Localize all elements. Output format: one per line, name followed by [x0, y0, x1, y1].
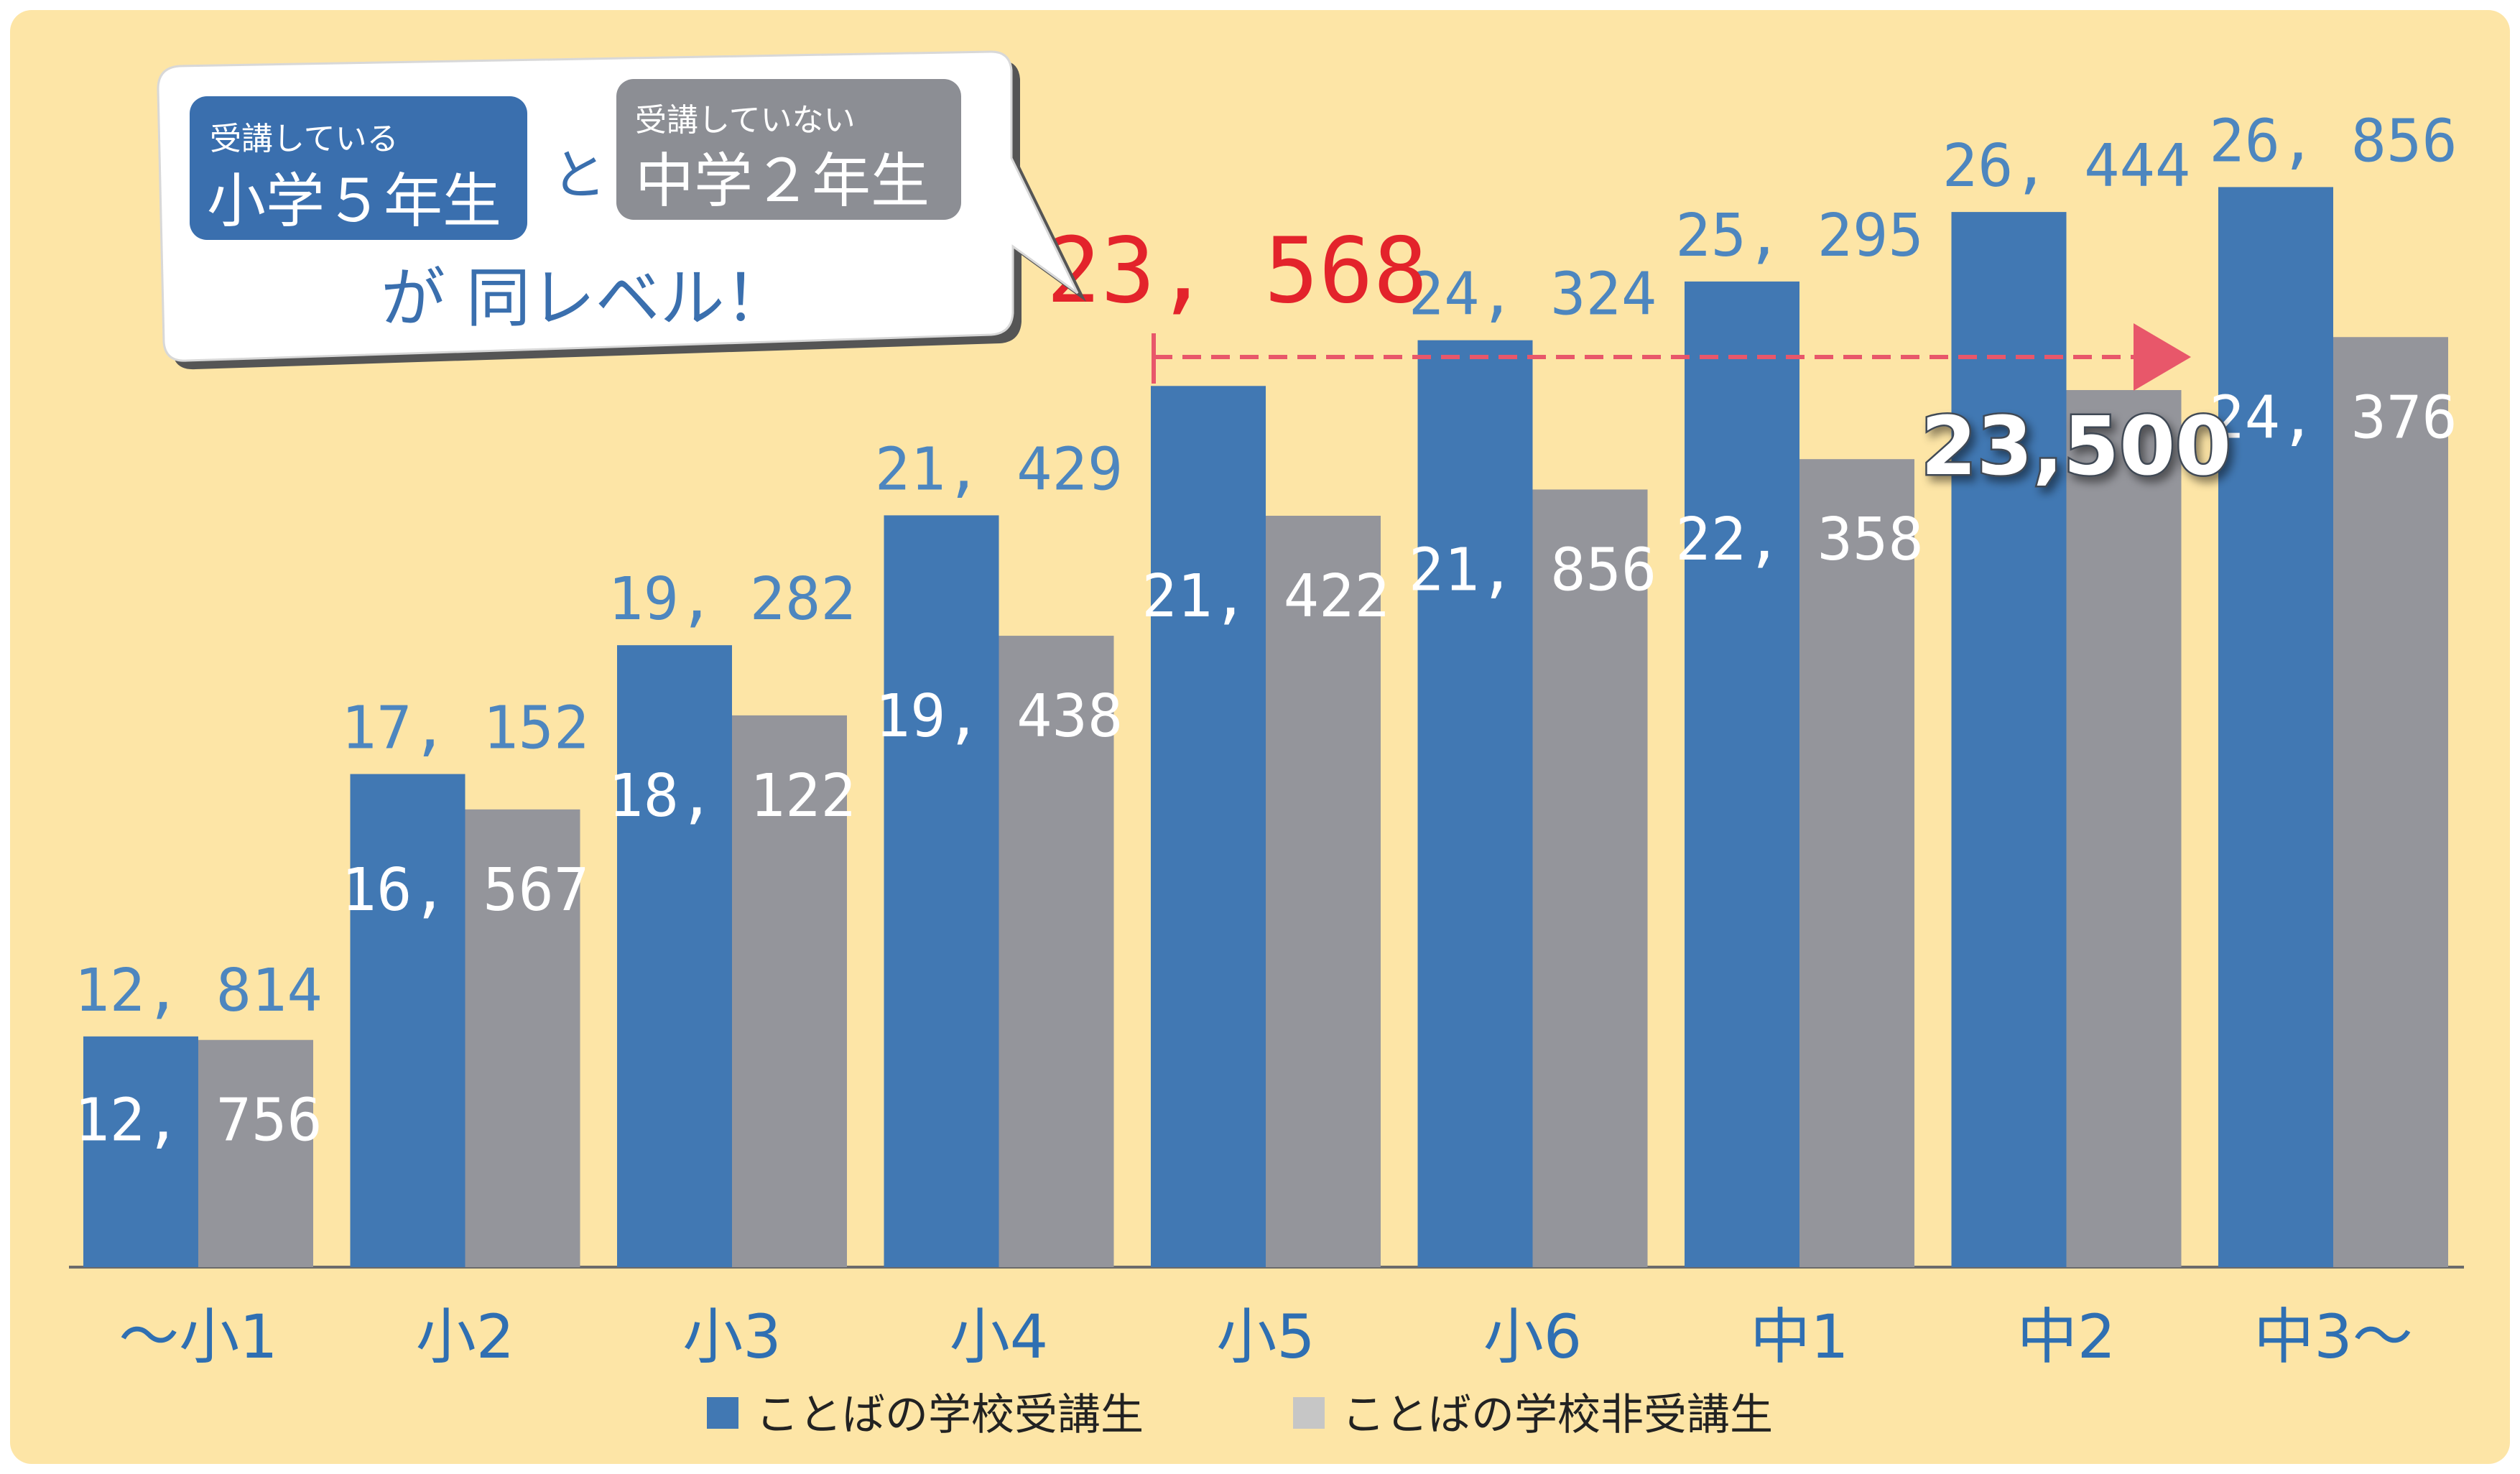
- value-label-blue-0: 12, 814: [74, 957, 323, 1025]
- bar-gray-4: [1266, 516, 1381, 1267]
- legend: ことばの学校受講生 ことばの学校非受講生: [707, 1390, 1773, 1440]
- legend-label-blue: ことばの学校受講生: [756, 1390, 1144, 1440]
- callout-bubble: 受講している 小学５年生 と 受講していない 中学２年生 が 同レベル！: [157, 50, 1086, 370]
- bar-blue-8: [2218, 187, 2333, 1267]
- bar-blue-7: [1951, 212, 2067, 1267]
- value-label-gray-2: 18, 122: [608, 762, 856, 830]
- value-label-gray-0: 12, 756: [74, 1087, 323, 1155]
- comparison-arrow: [1152, 323, 2191, 391]
- bar-blue-4: [1151, 386, 1266, 1267]
- value-label-blue-6: 25, 295: [1675, 202, 1924, 270]
- bar-gray-8: [2333, 337, 2448, 1267]
- category-label-7: 中2: [2017, 1302, 2116, 1372]
- category-labels-group: 〜小1 小2 小3 小4 小5 小6 中1 中2 中3〜: [119, 1302, 2412, 1372]
- bar-gray-1: [465, 809, 580, 1267]
- highlight-blue-value: 23, 568: [1046, 218, 1427, 323]
- bar-gray-0: [198, 1039, 313, 1267]
- category-label-1: 小2: [416, 1302, 514, 1372]
- bar-blue-0: [83, 1036, 198, 1267]
- category-label-4: 小5: [1216, 1302, 1315, 1372]
- category-label-0: 〜小1: [119, 1302, 277, 1372]
- callout-left-big: 小学５年生: [207, 167, 501, 236]
- callout-right-small: 受講していない: [635, 102, 856, 139]
- bar-blue-5: [1417, 340, 1533, 1267]
- arrow-head: [2134, 323, 2191, 391]
- legend-swatch-gray: [1293, 1397, 1325, 1429]
- bar-blue-3: [884, 515, 999, 1267]
- callout-right-box: [616, 79, 961, 220]
- value-label-blue-5: 24, 324: [1409, 261, 1657, 329]
- bar-gray-6: [1799, 459, 1914, 1267]
- value-labels-group: 12, 814 12, 756 17, 152 16, 567 19, 282 18, 1…: [74, 107, 2458, 1154]
- value-label-gray-4: 21, 422: [1141, 562, 1390, 631]
- bar-gray-5: [1532, 489, 1648, 1267]
- value-label-gray-1: 16, 567: [341, 856, 590, 924]
- highlight-gray-value: 23,500: [1921, 400, 2231, 493]
- value-label-blue-3: 21, 429: [875, 435, 1124, 504]
- category-label-8: 中3〜: [2253, 1302, 2412, 1372]
- callout-left-small: 受講している: [210, 121, 399, 157]
- callout-left-box: [190, 96, 527, 240]
- value-label-gray-5: 21, 856: [1409, 536, 1657, 604]
- value-label-blue-1: 17, 152: [341, 695, 590, 763]
- callout-tail-text: が 同レベル！: [381, 261, 789, 336]
- bar-blue-2: [617, 645, 732, 1267]
- category-label-6: 中1: [1750, 1302, 1848, 1372]
- legend-label-gray: ことばの学校非受講生: [1342, 1390, 1773, 1440]
- value-label-blue-8: 26, 856: [2209, 107, 2458, 175]
- legend-swatch-blue: [707, 1397, 738, 1429]
- bar-gray-3: [999, 636, 1114, 1267]
- category-label-2: 小3: [682, 1302, 781, 1372]
- value-label-gray-6: 22, 358: [1675, 506, 1924, 574]
- bar-gray-7: [2066, 390, 2182, 1267]
- bar-blue-1: [350, 774, 465, 1267]
- callout-connector: と: [552, 143, 606, 207]
- value-label-blue-2: 19, 282: [608, 565, 856, 634]
- value-label-gray-3: 19, 438: [875, 682, 1124, 751]
- bars-group: [83, 187, 2448, 1267]
- value-label-gray-8: 24, 376: [2209, 384, 2458, 452]
- category-label-5: 小6: [1483, 1302, 1582, 1372]
- bar-blue-6: [1685, 281, 1799, 1267]
- category-label-3: 小4: [950, 1302, 1048, 1372]
- value-label-blue-7: 26, 444: [1942, 132, 2191, 200]
- bar-gray-2: [732, 715, 847, 1267]
- callout-right-big: 中学２年生: [635, 147, 930, 215]
